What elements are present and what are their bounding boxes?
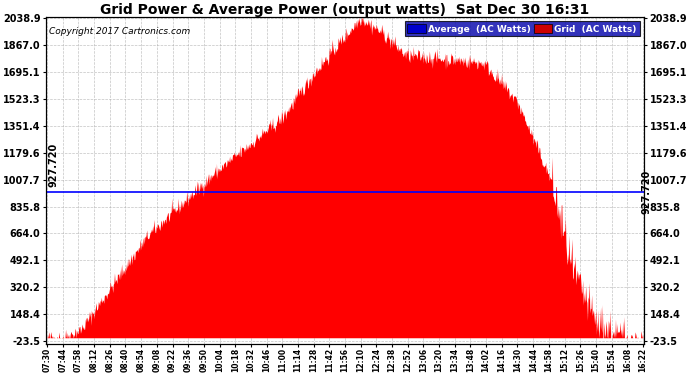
Text: Copyright 2017 Cartronics.com: Copyright 2017 Cartronics.com — [49, 27, 190, 36]
Title: Grid Power & Average Power (output watts)  Sat Dec 30 16:31: Grid Power & Average Power (output watts… — [100, 3, 590, 17]
Text: 927.720: 927.720 — [641, 170, 651, 214]
Legend: Average  (AC Watts), Grid  (AC Watts): Average (AC Watts), Grid (AC Watts) — [405, 21, 640, 36]
Text: 927.720: 927.720 — [49, 143, 59, 188]
